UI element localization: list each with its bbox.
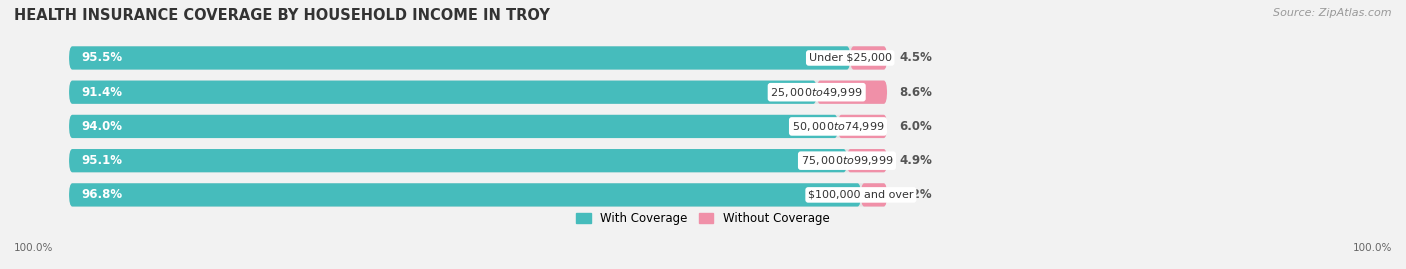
FancyBboxPatch shape — [69, 46, 851, 70]
Text: $100,000 and over: $100,000 and over — [808, 190, 914, 200]
Text: 8.6%: 8.6% — [900, 86, 932, 99]
Text: $25,000 to $49,999: $25,000 to $49,999 — [770, 86, 863, 99]
FancyBboxPatch shape — [69, 80, 817, 104]
FancyBboxPatch shape — [69, 46, 887, 70]
Text: 94.0%: 94.0% — [82, 120, 122, 133]
Text: 4.9%: 4.9% — [900, 154, 932, 167]
FancyBboxPatch shape — [69, 149, 846, 172]
FancyBboxPatch shape — [69, 115, 887, 138]
Text: HEALTH INSURANCE COVERAGE BY HOUSEHOLD INCOME IN TROY: HEALTH INSURANCE COVERAGE BY HOUSEHOLD I… — [14, 8, 550, 23]
Text: 100.0%: 100.0% — [14, 243, 53, 253]
Text: Source: ZipAtlas.com: Source: ZipAtlas.com — [1274, 8, 1392, 18]
FancyBboxPatch shape — [817, 80, 887, 104]
FancyBboxPatch shape — [860, 183, 887, 207]
Text: $75,000 to $99,999: $75,000 to $99,999 — [801, 154, 893, 167]
Text: 91.4%: 91.4% — [82, 86, 122, 99]
Text: $50,000 to $74,999: $50,000 to $74,999 — [792, 120, 884, 133]
Text: 96.8%: 96.8% — [82, 188, 122, 201]
Text: 95.5%: 95.5% — [82, 51, 122, 65]
Text: 100.0%: 100.0% — [1353, 243, 1392, 253]
FancyBboxPatch shape — [846, 149, 887, 172]
Text: 6.0%: 6.0% — [900, 120, 932, 133]
FancyBboxPatch shape — [69, 149, 887, 172]
Text: 3.2%: 3.2% — [900, 188, 932, 201]
Legend: With Coverage, Without Coverage: With Coverage, Without Coverage — [572, 207, 834, 230]
FancyBboxPatch shape — [69, 183, 887, 207]
Text: Under $25,000: Under $25,000 — [808, 53, 891, 63]
FancyBboxPatch shape — [838, 115, 887, 138]
FancyBboxPatch shape — [69, 115, 838, 138]
FancyBboxPatch shape — [69, 80, 887, 104]
Text: 4.5%: 4.5% — [900, 51, 932, 65]
FancyBboxPatch shape — [69, 183, 860, 207]
FancyBboxPatch shape — [851, 46, 887, 70]
Text: 95.1%: 95.1% — [82, 154, 122, 167]
